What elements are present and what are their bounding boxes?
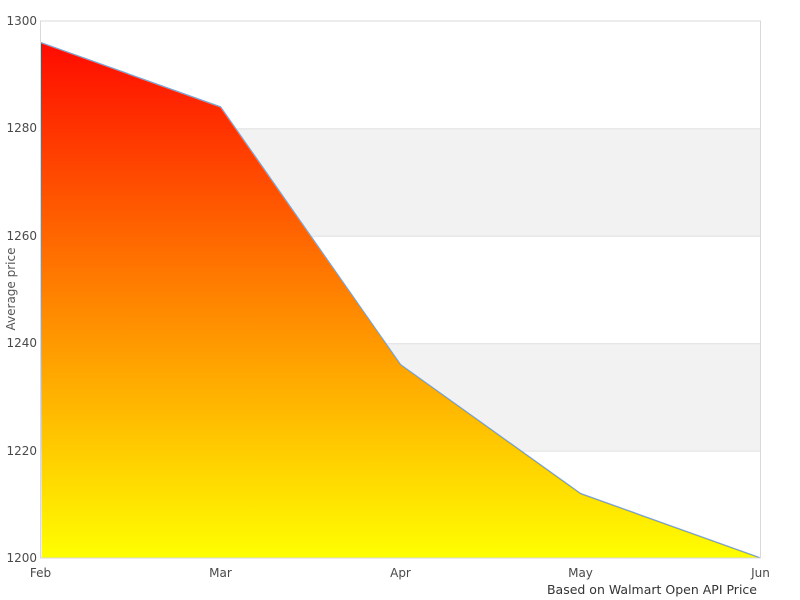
x-tick-label: Mar — [209, 566, 232, 580]
price-line — [40, 41, 761, 559]
y-tick-label: 1260 — [6, 228, 37, 243]
y-tick-label: 1300 — [6, 14, 37, 28]
x-tick-label: Jun — [751, 566, 770, 580]
y-tick-label: 1240 — [6, 336, 37, 351]
plot-border — [40, 20, 761, 559]
x-tick-label: Apr — [390, 566, 411, 580]
x-tick-label: Feb — [29, 566, 52, 580]
y-axis-title: Average price — [4, 247, 18, 331]
chart-source-caption: Based on Walmart Open API Price — [546, 582, 757, 597]
y-tick-label: 1280 — [6, 121, 37, 136]
y-tick-label: 1220 — [6, 443, 37, 458]
x-tick-label: May — [568, 566, 593, 580]
y-tick-label: 1200 — [6, 551, 37, 565]
area-fill — [40, 42, 761, 559]
